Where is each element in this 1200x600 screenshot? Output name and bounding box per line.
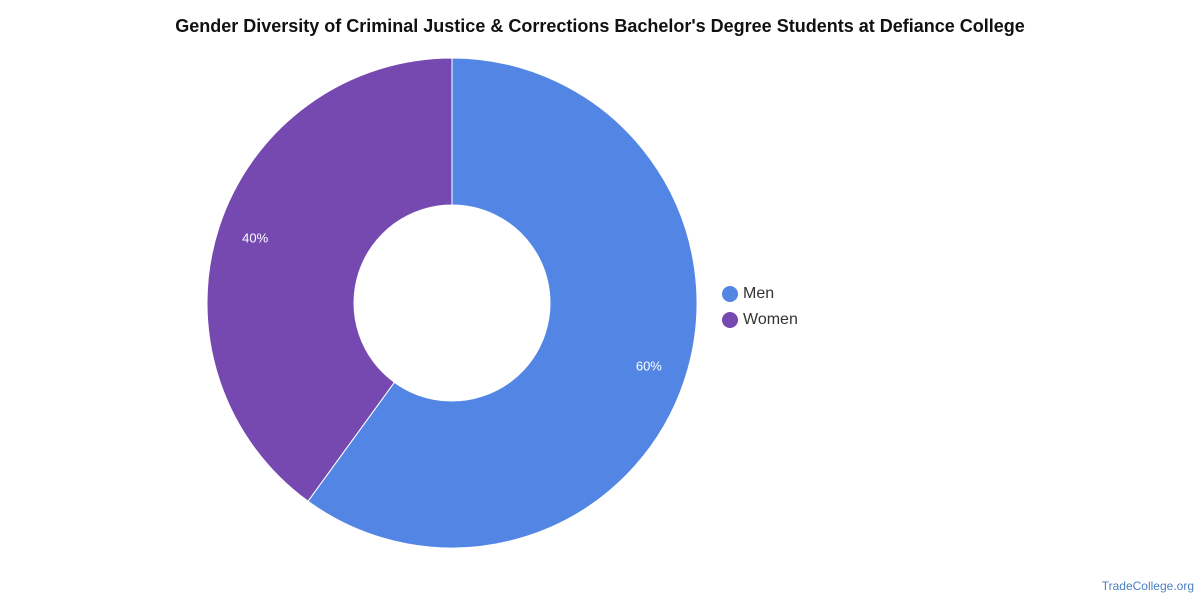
legend-label-men: Men [743,285,775,302]
legend-swatch-women [722,312,738,328]
slice-label-men: 60% [636,358,662,373]
donut-slice-women[interactable] [206,57,453,502]
legend: Men Women [722,281,798,333]
donut-slice-men[interactable] [307,57,698,549]
legend-swatch-men [722,286,738,302]
chart-title: Gender Diversity of Criminal Justice & C… [175,16,1025,36]
legend-item-women[interactable]: Women [722,307,798,333]
legend-label-women: Women [743,311,798,328]
source-link[interactable]: TradeCollege.org [1101,579,1194,593]
legend-item-men[interactable]: Men [722,281,798,307]
slice-label-women: 40% [242,230,268,245]
